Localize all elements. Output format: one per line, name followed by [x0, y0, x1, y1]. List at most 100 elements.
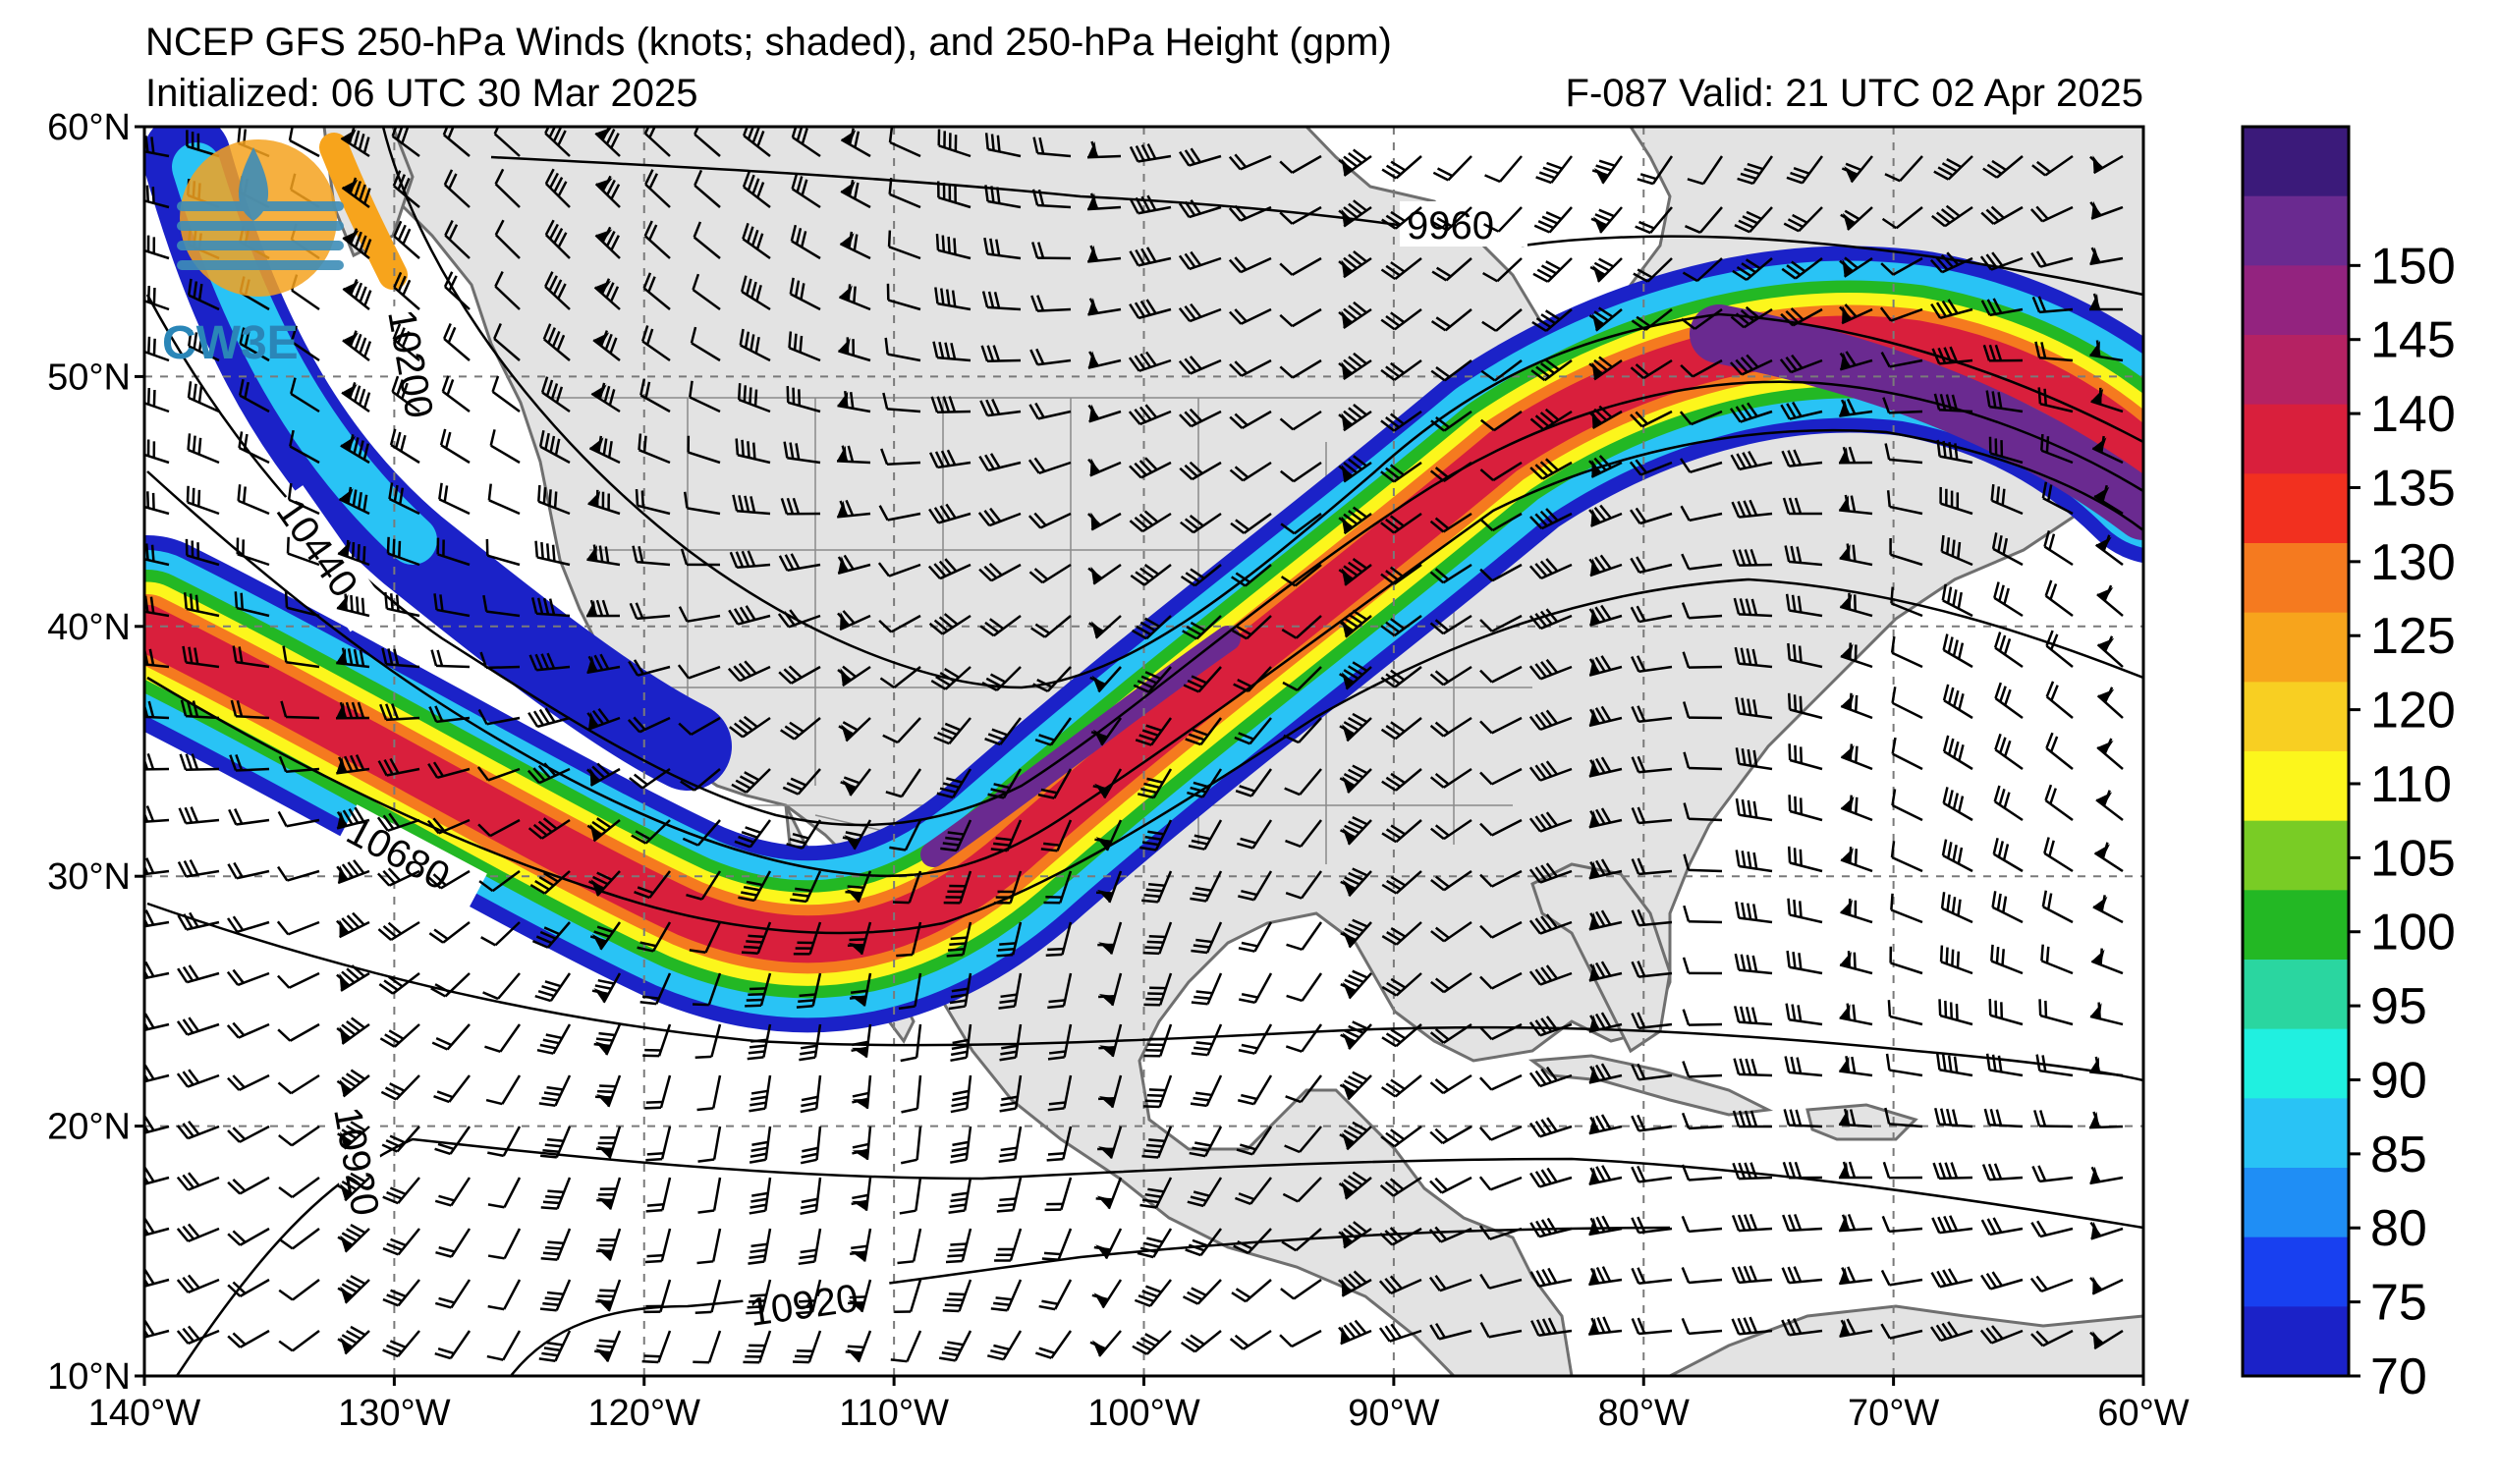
wind-barb [686, 870, 722, 901]
wind-barb [1087, 458, 1122, 477]
wind-barb [277, 810, 320, 828]
wind-barb [2031, 1165, 2074, 1183]
wind-barb [943, 870, 972, 905]
wind-barb [2040, 433, 2074, 465]
wind-barb [1782, 1161, 1823, 1180]
wind-barb [1238, 1023, 1273, 1055]
wind-barb [1588, 655, 1623, 677]
wind-barb [1732, 549, 1773, 567]
wind-barb [1279, 205, 1322, 225]
wind-barb [1529, 408, 1573, 431]
wind-barb [1786, 155, 1824, 185]
colorbar-segment [2243, 473, 2349, 544]
wind-barb [983, 237, 1022, 260]
x-tick-label: 100°W [1087, 1393, 1200, 1434]
wind-barb [1838, 446, 1873, 465]
wind-barb [1529, 1167, 1573, 1188]
wind-barb [1340, 867, 1372, 898]
wind-barb [1631, 961, 1673, 978]
wind-barb [1930, 299, 1973, 319]
wind-barb [1279, 1329, 1322, 1348]
wind-barb [433, 1074, 471, 1104]
wind-barb [376, 812, 420, 832]
wind-barb [1129, 194, 1172, 215]
wind-barb [144, 909, 170, 929]
wind-barb [1784, 1056, 1823, 1077]
wind-barb [894, 1279, 922, 1313]
wind-barb [749, 1177, 772, 1215]
wind-barb [1588, 1165, 1623, 1185]
wind-barb [386, 536, 420, 567]
wind-barb [487, 483, 521, 516]
wind-barb [1285, 1074, 1322, 1104]
wind-barb [980, 345, 1022, 362]
wind-barb [380, 1074, 420, 1101]
wind-barb [1930, 1268, 1973, 1289]
wind-barb [1089, 666, 1122, 693]
wind-barb [1737, 155, 1774, 186]
colorbar-tick-label: 130 [2370, 534, 2456, 591]
wind-barb [1981, 1163, 2024, 1182]
wind-barb [1589, 257, 1623, 283]
wind-barb [1340, 918, 1372, 949]
wind-barb [1187, 768, 1223, 798]
wind-barb [1885, 1053, 1923, 1077]
wind-barb [1779, 354, 1823, 374]
wind-barb [1030, 295, 1072, 312]
wind-barb [1631, 1267, 1673, 1285]
map-area: 9960 10200 10440 10680 10920 10920 [144, 127, 2143, 1376]
wind-barb [1381, 972, 1422, 997]
wind-barb [144, 1320, 170, 1341]
wind-barb [1338, 558, 1372, 586]
wind-barb [1380, 461, 1422, 483]
wind-barb [778, 553, 821, 573]
wind-barb [1886, 490, 1923, 516]
wind-barb [1129, 510, 1172, 533]
wind-barb [850, 1228, 872, 1262]
jet-band-135 [144, 315, 2143, 963]
wind-barb [783, 441, 821, 465]
wind-barb [434, 1126, 472, 1156]
wind-barb [1087, 351, 1122, 369]
wind-barb [678, 716, 721, 737]
wind-barb [1479, 461, 1523, 482]
wind-barb [480, 921, 521, 947]
wind-barb [1783, 1109, 1823, 1128]
wind-barb [1428, 1274, 1472, 1292]
wind-barb [645, 1177, 672, 1213]
wind-barb [2090, 948, 2124, 975]
wind-barb [1939, 486, 1973, 516]
wind-barb [1991, 532, 2024, 567]
wind-barb [1528, 709, 1573, 732]
wind-barb [1339, 1121, 1372, 1151]
wind-barb [1031, 242, 1072, 260]
wind-barb [1429, 1322, 1472, 1341]
wind-barb [443, 271, 471, 310]
wind-barb [628, 659, 671, 677]
jet-band-150-ne [1690, 304, 2143, 540]
wind-barb [644, 169, 671, 208]
wind-barb [493, 322, 521, 361]
wind-barb [227, 1125, 270, 1143]
wind-barb [1339, 764, 1372, 795]
wind-barb [1530, 358, 1573, 382]
wind-barb [290, 325, 320, 362]
wind-barb [278, 1279, 320, 1301]
wind-barb [1528, 1066, 1573, 1088]
wind-barb [979, 614, 1022, 637]
wind-barb [1339, 1071, 1372, 1101]
wind-barb [1087, 245, 1122, 263]
wind-barb [537, 484, 571, 516]
wind-barb [384, 591, 420, 618]
wind-barb [842, 819, 872, 851]
wind-barb [1637, 155, 1674, 186]
wind-barb [640, 325, 671, 362]
wind-barb [1839, 543, 1873, 567]
wind-barb [2030, 1329, 2074, 1347]
wind-barb [984, 717, 1022, 746]
wind-barb [940, 819, 972, 852]
wind-barb [1528, 964, 1573, 986]
wind-barb [1088, 615, 1122, 639]
wind-barb [742, 222, 771, 260]
wind-barb [1839, 1003, 1873, 1026]
